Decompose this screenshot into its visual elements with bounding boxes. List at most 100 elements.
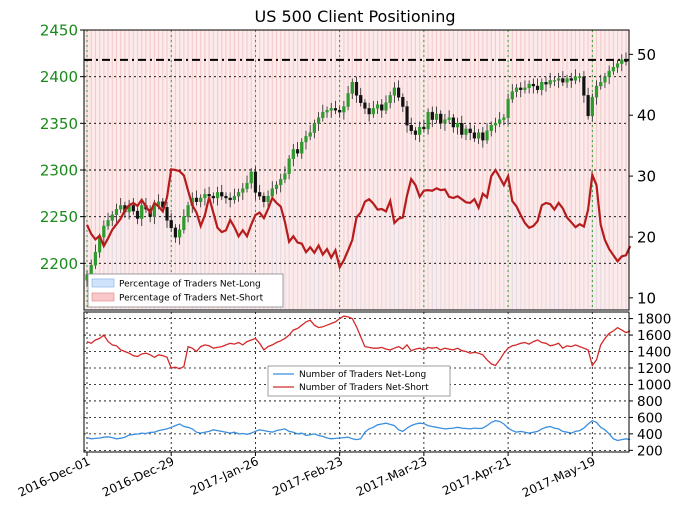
candle-body [354, 82, 359, 96]
count-tick-label: 400 [637, 427, 663, 443]
candle-body [426, 111, 430, 130]
candle-body [455, 123, 460, 128]
price-tick-label: 2400 [40, 68, 78, 86]
candle-body [565, 78, 569, 83]
trader-count-grid [84, 312, 629, 452]
candle-body [102, 225, 106, 238]
chart-title: US 500 Client Positioning [254, 7, 455, 26]
candle-body [249, 171, 253, 184]
candle-body [211, 195, 215, 199]
count-tick-label: 1800 [637, 312, 671, 328]
candle-body [493, 123, 498, 126]
candle-body [472, 132, 477, 139]
candle-body [300, 141, 304, 154]
candle-body [106, 220, 110, 227]
candle-body [304, 136, 308, 143]
candle-body [548, 80, 552, 85]
candle-body [131, 205, 135, 212]
candle-body [447, 117, 451, 120]
candle-body [460, 123, 464, 135]
candle-body [329, 108, 333, 111]
candle-body [498, 119, 502, 124]
price-tick-label: 2450 [40, 22, 78, 40]
percent-tick-label: 20 [637, 228, 656, 246]
candle-body [535, 85, 540, 90]
net-short-count-line [86, 315, 631, 370]
price-tick-label: 2250 [40, 208, 78, 226]
candle-body [325, 110, 329, 113]
candle-body [207, 194, 211, 197]
candle-body [544, 82, 548, 85]
candle-body [114, 208, 119, 215]
candle-body [607, 70, 611, 77]
candle-body [295, 149, 300, 154]
candle-body [279, 179, 283, 186]
candle-body [253, 171, 258, 193]
net-long-count-line [86, 419, 631, 442]
candle-body [165, 207, 169, 221]
trader-count-legend: Number of Traders Net-Long Number of Tra… [267, 365, 451, 397]
candle-body [342, 106, 346, 113]
candle-body [93, 251, 98, 266]
candle-body [439, 113, 443, 124]
candle-body [173, 227, 178, 238]
candle-body [110, 214, 114, 221]
date-tick-label: 2017-Feb-23 [270, 454, 345, 499]
legend-label-net-short: Percentage of Traders Net-Short [119, 294, 264, 304]
candle-body [258, 192, 262, 197]
candle-body [519, 87, 523, 90]
candle-body [384, 102, 388, 111]
percent-axis-ticks: 10 20 30 40 50 [629, 46, 656, 307]
candle-body [594, 85, 599, 98]
candle-body [215, 192, 220, 199]
candle-body [119, 205, 123, 210]
candle-body [409, 124, 413, 131]
candle-body [401, 96, 405, 107]
candle-body [603, 76, 607, 83]
legend-label-count-long: Number of Traders Net-Long [299, 370, 426, 380]
percent-tick-label: 50 [637, 46, 656, 64]
candle-body [283, 173, 287, 180]
candle-body [624, 59, 628, 62]
net-short-line [86, 167, 632, 271]
date-tick-label: 2016-Dec-29 [100, 454, 176, 500]
candle-body [590, 96, 594, 117]
candle-body [434, 113, 439, 120]
candle-body [388, 95, 392, 104]
candle-body [359, 95, 363, 104]
candle-body [380, 104, 384, 111]
candle-body [451, 117, 455, 128]
candle-body [308, 132, 312, 137]
date-axis-ticks: 2016-Dec-01 2016-Dec-29 2017-Jan-26 2017-Fe… [16, 452, 598, 500]
count-tick-label: 800 [637, 394, 663, 410]
candle-body [477, 132, 481, 139]
candle-body [178, 229, 182, 238]
candle-body [506, 98, 510, 118]
count-tick-label: 1400 [637, 345, 671, 361]
price-axis-ticks: 2200 2250 2300 2350 2400 2450 [40, 22, 84, 273]
candle-body [615, 63, 620, 68]
candle-body [443, 119, 447, 124]
count-tick-label: 1000 [637, 377, 671, 393]
candle-body [418, 126, 422, 135]
candle-body [367, 108, 371, 115]
candle-body [140, 205, 144, 219]
candle-body [287, 158, 291, 174]
candle-body [245, 182, 249, 189]
candle-body [468, 128, 472, 133]
date-tick-label: 2016-Dec-01 [16, 454, 92, 500]
candle-body [232, 195, 236, 201]
candle-body [599, 82, 603, 87]
price-tick-label: 2350 [40, 115, 78, 133]
candle-body [552, 80, 557, 82]
positioning-legend: Percentage of Traders Net-Long Percentag… [87, 273, 284, 308]
candle-body [510, 91, 514, 100]
candle-body [397, 87, 401, 98]
candle-body [527, 83, 531, 89]
percent-tick-label: 40 [637, 107, 656, 125]
legend-swatch-net-short [91, 292, 115, 302]
candle-body [346, 93, 350, 107]
